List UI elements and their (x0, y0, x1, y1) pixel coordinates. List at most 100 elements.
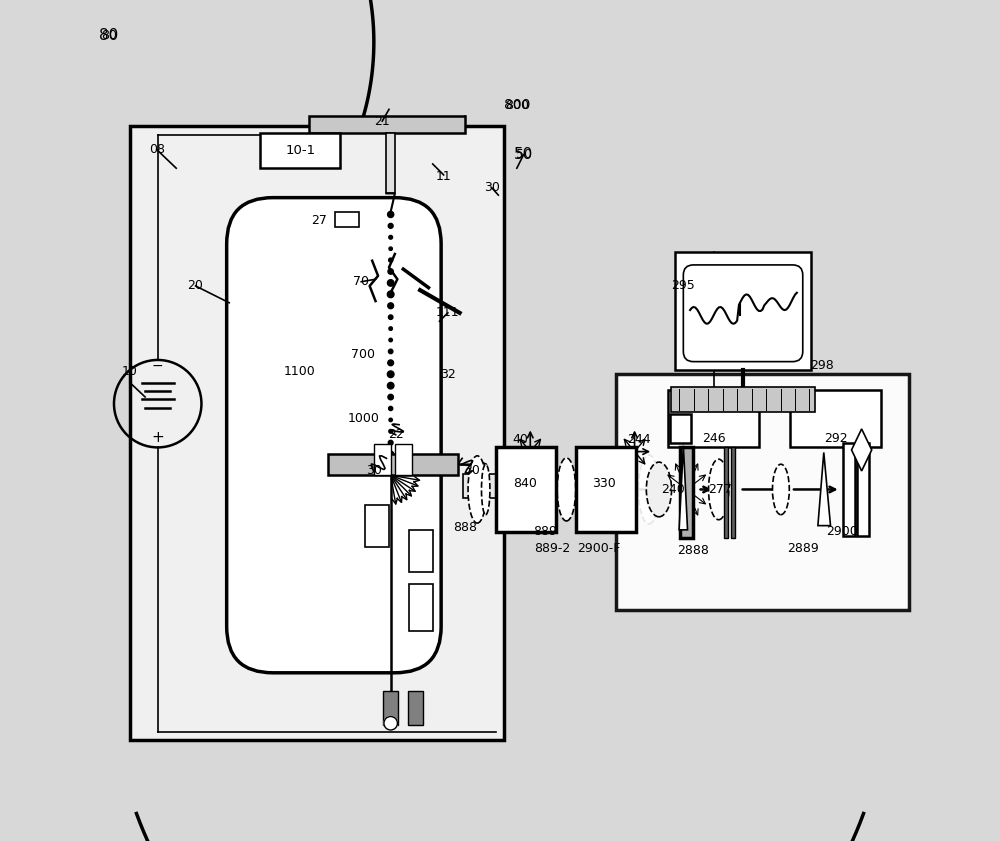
Text: 11: 11 (436, 170, 452, 183)
Text: 2900-F: 2900-F (577, 542, 620, 555)
Bar (408, 691, 423, 725)
Bar (309, 116, 465, 133)
Bar (576, 447, 636, 532)
Polygon shape (818, 452, 831, 526)
Bar (335, 212, 359, 227)
Text: 40: 40 (512, 433, 528, 447)
Ellipse shape (557, 458, 576, 521)
Text: 10-1: 10-1 (285, 144, 315, 157)
Bar (790, 390, 881, 447)
Bar (328, 454, 458, 475)
Bar (365, 505, 389, 547)
Text: 889: 889 (533, 525, 557, 538)
Text: 27: 27 (311, 214, 327, 227)
Bar (616, 374, 909, 610)
Ellipse shape (646, 463, 672, 516)
Bar (857, 443, 869, 536)
Text: 700: 700 (351, 348, 375, 362)
Text: 840: 840 (513, 477, 537, 490)
Circle shape (388, 211, 394, 218)
Bar (680, 447, 693, 538)
Circle shape (388, 394, 393, 399)
Circle shape (389, 430, 393, 433)
Circle shape (387, 291, 394, 298)
Ellipse shape (709, 459, 729, 520)
Bar (409, 584, 433, 631)
Text: 08: 08 (149, 143, 165, 156)
Text: 80: 80 (101, 29, 117, 42)
Circle shape (388, 360, 394, 366)
Bar (724, 447, 728, 538)
Bar (260, 133, 340, 168)
Circle shape (388, 269, 393, 274)
Text: 330: 330 (592, 477, 616, 490)
Text: 80: 80 (99, 28, 119, 43)
Circle shape (387, 371, 394, 378)
Text: 30: 30 (484, 181, 500, 194)
Bar (395, 444, 412, 475)
Text: 246: 246 (702, 431, 725, 445)
Text: 111: 111 (436, 306, 460, 320)
Text: 1000: 1000 (348, 412, 380, 426)
Ellipse shape (481, 464, 490, 515)
Bar (670, 414, 691, 443)
Text: 30: 30 (366, 464, 382, 478)
Text: +: + (151, 430, 164, 445)
Text: 22: 22 (388, 428, 404, 442)
Bar (843, 443, 855, 536)
Circle shape (389, 327, 392, 331)
Text: 50: 50 (516, 148, 532, 161)
Text: 30: 30 (464, 464, 480, 478)
Bar (671, 387, 815, 412)
FancyBboxPatch shape (683, 265, 803, 362)
Circle shape (389, 338, 392, 341)
Text: 330: 330 (592, 477, 616, 490)
Text: 889-2: 889-2 (534, 542, 570, 555)
Circle shape (389, 235, 393, 239)
Circle shape (388, 451, 394, 458)
Ellipse shape (638, 455, 659, 524)
Bar (731, 447, 735, 538)
FancyBboxPatch shape (227, 198, 441, 673)
Circle shape (389, 406, 393, 410)
Text: 840: 840 (513, 477, 537, 490)
Text: 70: 70 (353, 275, 369, 288)
Circle shape (388, 349, 393, 353)
Bar (386, 133, 395, 193)
Text: 295: 295 (671, 279, 695, 293)
Bar (463, 474, 497, 498)
Ellipse shape (772, 464, 789, 515)
Polygon shape (852, 429, 872, 471)
Text: 244: 244 (627, 433, 651, 447)
Circle shape (389, 418, 392, 421)
Text: −: − (152, 359, 164, 373)
Circle shape (387, 280, 394, 286)
Bar (668, 390, 759, 447)
Text: 2900: 2900 (826, 525, 858, 538)
Text: 240: 240 (661, 483, 685, 496)
Bar (496, 447, 556, 532)
Text: 298: 298 (810, 359, 834, 373)
Bar (383, 691, 398, 725)
Ellipse shape (468, 456, 487, 523)
Polygon shape (679, 446, 688, 530)
Text: 50: 50 (514, 147, 533, 162)
Text: 800: 800 (505, 98, 529, 112)
Circle shape (388, 303, 394, 309)
Bar (675, 252, 811, 370)
Text: 277: 277 (708, 483, 732, 496)
Circle shape (387, 383, 394, 389)
Text: 1100: 1100 (284, 365, 316, 378)
Circle shape (389, 247, 392, 251)
Bar (130, 126, 504, 740)
Text: 292: 292 (824, 431, 847, 445)
Text: 32: 32 (440, 368, 456, 381)
Text: 10-1: 10-1 (285, 144, 315, 157)
Bar (374, 444, 391, 475)
Circle shape (388, 224, 393, 228)
Text: 800: 800 (504, 98, 530, 112)
Text: 20: 20 (188, 279, 203, 293)
Circle shape (389, 258, 393, 262)
Text: 2889: 2889 (787, 542, 819, 555)
Bar (409, 530, 433, 572)
